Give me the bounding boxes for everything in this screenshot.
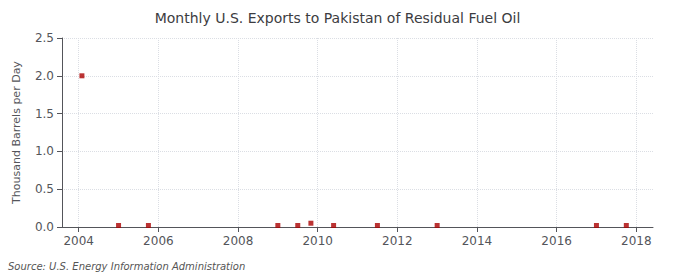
svg-text:2004: 2004 [63,234,94,248]
svg-text:2014: 2014 [462,234,493,248]
svg-text:2018: 2018 [621,234,652,248]
svg-text:2016: 2016 [541,234,572,248]
svg-text:Source: U.S. Energy Informatio: Source: U.S. Energy Information Administ… [8,261,245,272]
svg-text:2010: 2010 [302,234,333,248]
svg-text:0.0: 0.0 [35,220,54,234]
svg-text:2012: 2012 [382,234,413,248]
svg-text:0.5: 0.5 [35,182,54,196]
svg-text:Monthly U.S. Exports to Pakist: Monthly U.S. Exports to Pakistan of Resi… [155,10,521,26]
svg-text:2.5: 2.5 [35,31,54,45]
svg-text:2008: 2008 [223,234,254,248]
svg-text:1.0: 1.0 [35,144,54,158]
svg-text:2.0: 2.0 [35,69,54,83]
svg-text:2006: 2006 [143,234,174,248]
svg-text:Thousand Barrels per Day: Thousand Barrels per Day [10,61,23,205]
svg-text:1.5: 1.5 [35,107,54,121]
